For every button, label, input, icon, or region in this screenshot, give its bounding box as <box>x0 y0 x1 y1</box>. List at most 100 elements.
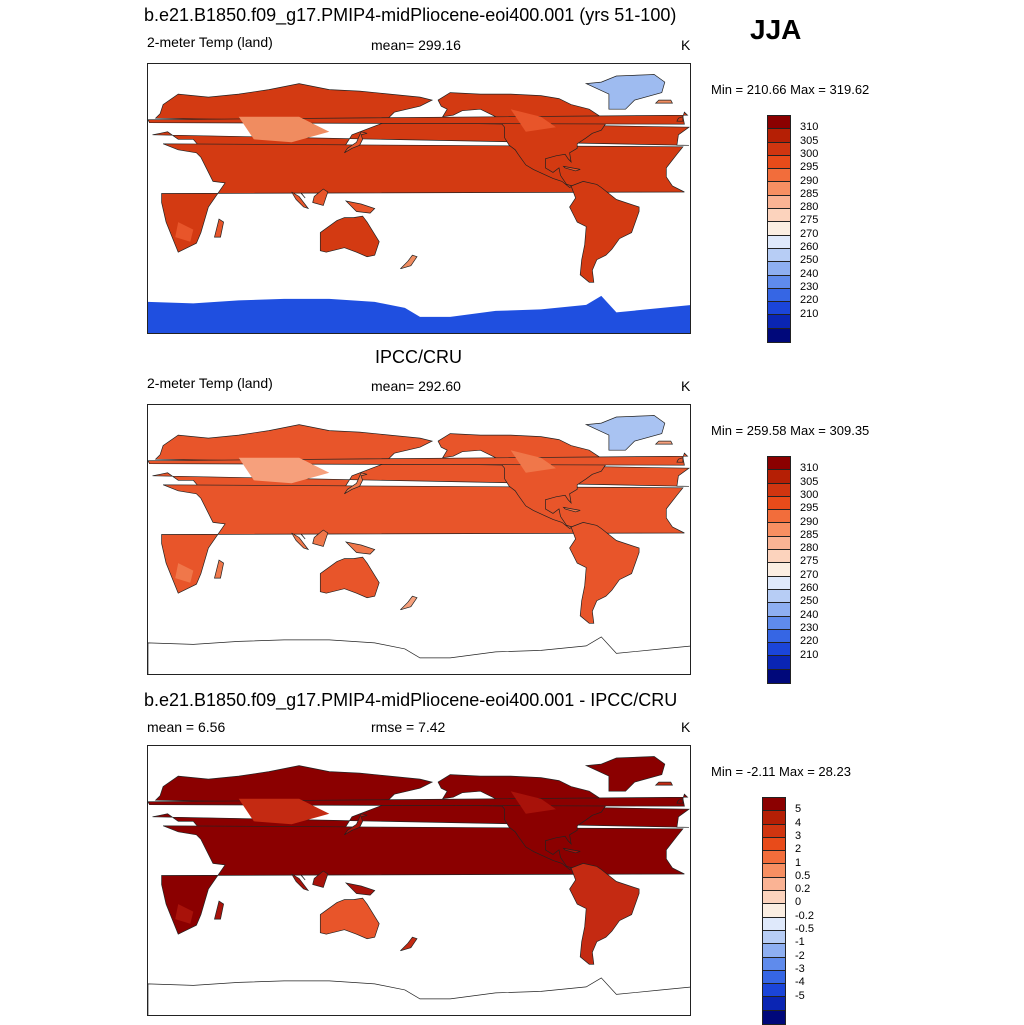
colorbar-label: 295 <box>800 502 819 515</box>
colorbar-swatch <box>763 904 785 918</box>
colorbar-swatch <box>768 195 790 210</box>
continent-antarctica <box>148 636 690 674</box>
colorbar-swatch <box>763 891 785 905</box>
colorbar-label: -5 <box>795 989 805 1002</box>
colorbar-label: 2 <box>795 843 802 856</box>
colorbar-swatch <box>768 155 790 170</box>
colorbar-label: 220 <box>800 294 819 307</box>
colorbar-swatch <box>768 616 790 630</box>
panel-1-title: b.e21.B1850.f09_g17.PMIP4-midPliocene-eo… <box>144 5 677 25</box>
panel-2-minmax-label: Min = 259.58 Max = 309.35 <box>711 423 870 438</box>
colorbar-label: -0.2 <box>795 909 814 922</box>
colorbar-label: 0.5 <box>795 869 811 882</box>
colorbar-swatch <box>768 142 790 156</box>
colorbar-label: 275 <box>800 555 819 568</box>
colorbar-swatch <box>768 470 790 484</box>
island-sumatra <box>291 191 310 210</box>
continent-africa <box>161 825 685 935</box>
colorbar-label: -0.5 <box>795 923 814 935</box>
colorbar-swatches <box>767 456 791 685</box>
island-new-guinea <box>344 200 376 214</box>
field-patch <box>175 563 194 583</box>
panel-3-units-label: K <box>681 719 691 735</box>
colorbar-label: -4 <box>795 976 805 989</box>
colorbar-swatch <box>768 643 790 657</box>
colorbar-swatch <box>768 222 790 236</box>
season-label: JJA <box>750 14 802 45</box>
colorbar-swatch <box>768 116 790 130</box>
colorbar-swatch <box>763 984 785 998</box>
continent-south-america <box>569 863 640 965</box>
colorbar-swatch <box>768 302 790 316</box>
map-svg <box>148 64 690 333</box>
continent-south-america <box>569 181 640 283</box>
colorbar-label: -3 <box>795 962 805 975</box>
island-cuba <box>562 165 581 172</box>
colorbar-label: 230 <box>800 621 819 634</box>
colorbar-label: 240 <box>800 267 819 280</box>
colorbar-swatch <box>768 457 790 471</box>
colorbar-label: 310 <box>800 462 819 475</box>
colorbar-swatch <box>768 589 790 604</box>
panel-3-minmax-label: Min = -2.11 Max = 28.23 <box>711 764 851 779</box>
island-iceland <box>654 440 673 445</box>
colorbar-label: 310 <box>800 121 819 134</box>
panel-3-title: b.e21.B1850.f09_g17.PMIP4-midPliocene-eo… <box>144 690 678 710</box>
colorbar-label: 305 <box>800 475 819 488</box>
island-ireland <box>676 457 684 463</box>
colorbar-label: 0 <box>795 896 802 909</box>
panel-2-variable-label: 2-meter Temp (land) <box>147 375 273 391</box>
colorbar-swatch <box>768 275 790 289</box>
colorbar-swatch <box>763 811 785 825</box>
colorbar-label: 210 <box>800 307 819 320</box>
colorbar-label: 5 <box>795 803 802 816</box>
colorbar-swatch <box>763 851 785 865</box>
island-japan <box>344 813 368 836</box>
panel-1-units-label: K <box>681 37 691 53</box>
colorbar-swatch <box>768 129 790 143</box>
colorbar-label: 1 <box>795 856 802 869</box>
colorbar-label: 260 <box>800 582 819 594</box>
panel-1-mean-label: mean= 299.16 <box>371 37 461 53</box>
island-madagascar <box>214 218 224 238</box>
colorbar-label: -1 <box>795 936 805 949</box>
colorbar-swatch <box>763 864 785 878</box>
colorbar-label: 260 <box>800 241 819 253</box>
field-patch <box>238 116 330 143</box>
colorbar-swatches <box>762 797 786 1025</box>
colorbar-swatch <box>763 1010 785 1025</box>
colorbar-swatch <box>768 629 790 644</box>
island-borneo <box>312 870 329 888</box>
colorbar-label: 230 <box>800 280 819 293</box>
colorbar-label: 285 <box>800 187 819 200</box>
field-patch <box>510 109 556 132</box>
island-ireland <box>676 798 684 804</box>
colorbar-label: 295 <box>800 161 819 174</box>
colorbar-swatch <box>768 483 790 497</box>
field-patch <box>510 791 556 814</box>
island-sumatra <box>291 532 310 551</box>
island-new-zealand <box>400 254 418 270</box>
colorbar-label: 0.2 <box>795 883 811 896</box>
island-japan <box>344 472 368 495</box>
map-svg <box>148 746 690 1015</box>
island-new-zealand <box>400 936 418 952</box>
field-patch <box>238 457 330 484</box>
field-patch <box>175 904 194 924</box>
field-patch <box>510 450 556 473</box>
colorbar-swatch <box>768 235 790 249</box>
colorbar-label: 210 <box>800 648 819 661</box>
island-iceland <box>654 99 673 104</box>
colorbar-swatch <box>763 837 785 852</box>
continent-africa <box>161 484 685 594</box>
continent-south-america <box>569 522 640 624</box>
colorbar-swatch <box>763 957 785 971</box>
colorbar-swatches <box>767 115 791 344</box>
island-iceland <box>654 781 673 786</box>
panel-3-mean-label: mean = 6.56 <box>147 719 226 735</box>
panel-1-map <box>147 63 691 334</box>
colorbar-label: 300 <box>800 488 819 501</box>
island-madagascar <box>214 900 224 920</box>
colorbar-label: 4 <box>795 816 802 829</box>
colorbar-label: 305 <box>800 134 819 147</box>
